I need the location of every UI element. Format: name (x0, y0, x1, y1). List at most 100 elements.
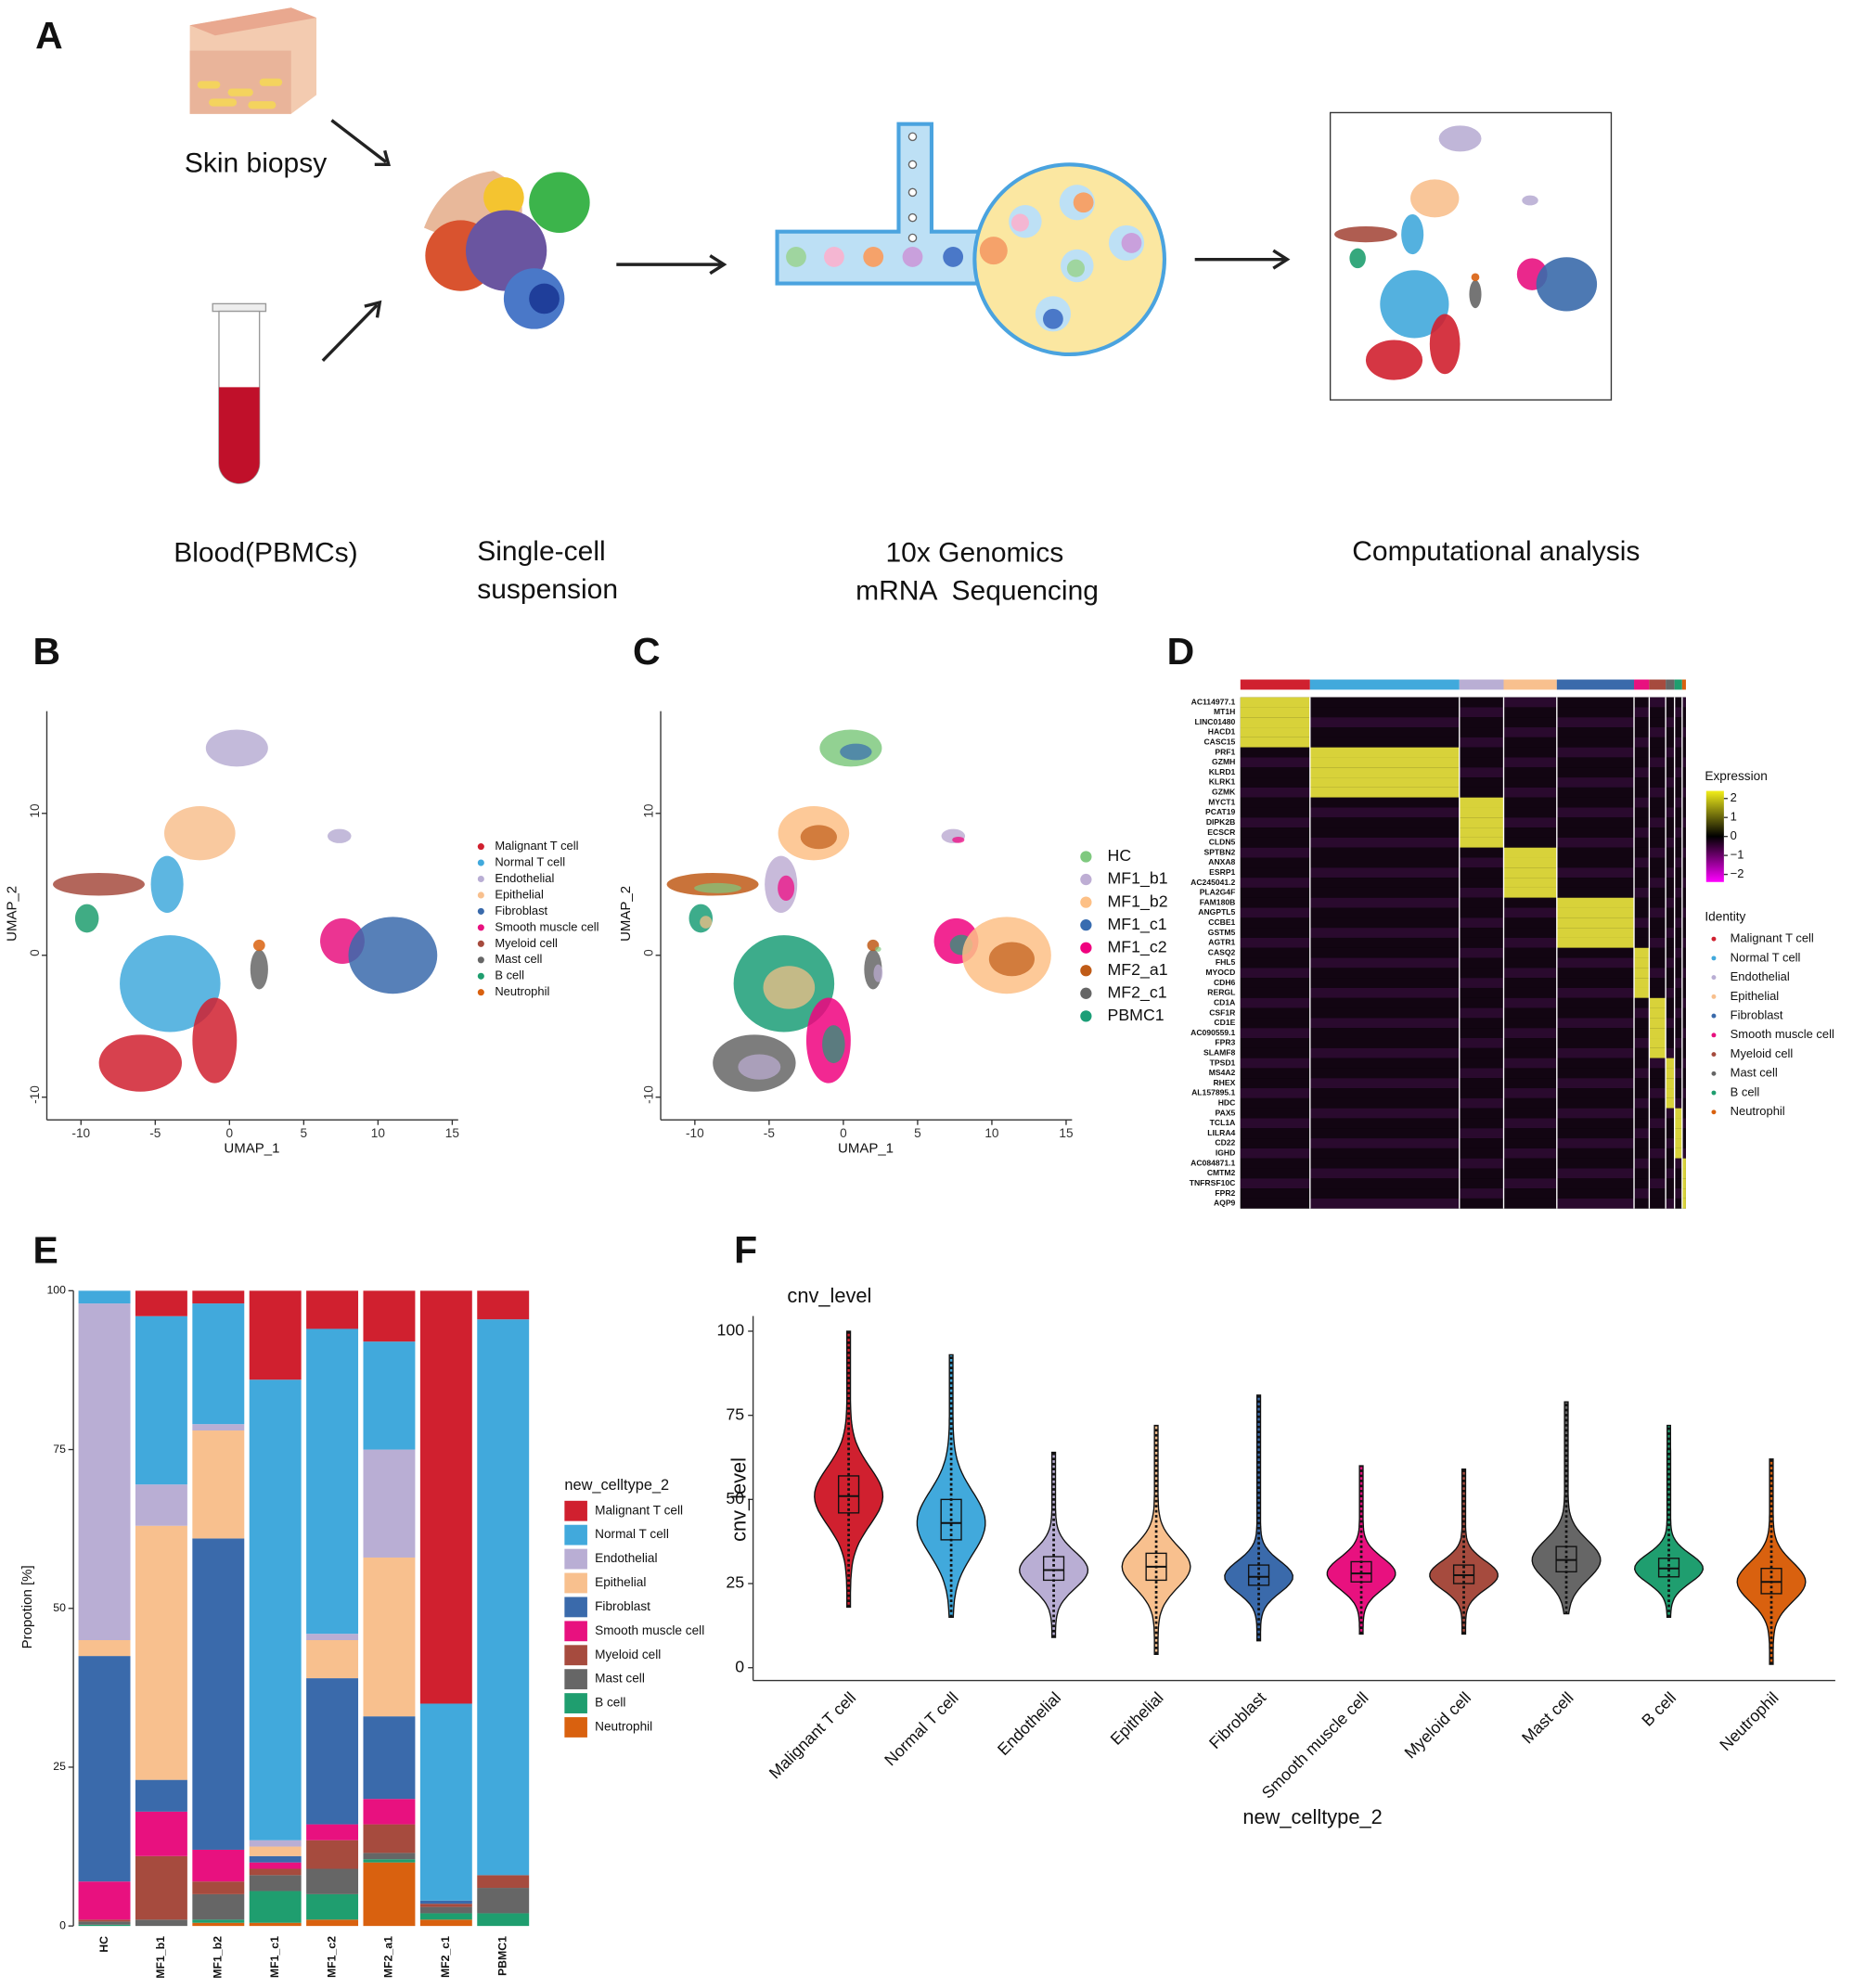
gene-label: IGHD (1216, 1148, 1235, 1158)
panel-label: C (633, 630, 661, 673)
y-tick-label: 50 (53, 1601, 66, 1614)
heatmap-cell (1649, 837, 1666, 848)
heatmap-cell (1459, 1168, 1504, 1179)
heatmap-cell (1649, 807, 1666, 818)
heatmap-cell (1459, 857, 1504, 868)
legend-label: Fibroblast (1731, 1008, 1783, 1022)
legend-marker (1711, 1109, 1717, 1115)
heatmap-cell (1649, 757, 1666, 768)
legend-label: Endothelial (1731, 969, 1790, 983)
gene-label: AC084871.1 (1190, 1158, 1235, 1167)
heatmap-cell (1649, 747, 1666, 758)
heatmap-cell (1634, 997, 1650, 1008)
bar-segment (363, 1799, 416, 1825)
heatmap-cell (1503, 957, 1557, 968)
heatmap-cell (1674, 907, 1682, 918)
heatmap-cell (1649, 707, 1666, 718)
legend-marker (1711, 994, 1717, 999)
heatmap-cell (1240, 1088, 1310, 1098)
cell-cluster (694, 882, 741, 893)
bar-segment (306, 1919, 359, 1927)
heatmap-cell (1459, 1148, 1504, 1159)
heatmap-cell (1674, 777, 1682, 788)
heatmap-cell (1503, 707, 1557, 718)
heatmap-cell (1309, 878, 1460, 888)
heatmap-cell (1556, 737, 1635, 748)
heatmap-cell (1556, 857, 1635, 868)
heatmap-cell (1459, 1018, 1504, 1029)
legend-label: PBMC1 (1108, 1006, 1165, 1024)
heatmap-cell (1674, 1168, 1682, 1179)
heatmap-cell (1503, 1038, 1557, 1048)
heatmap-cell (1503, 1088, 1557, 1098)
gene-label: SPTBN2 (1203, 847, 1235, 856)
bar-segment (78, 1290, 131, 1304)
heatmap-cell (1503, 997, 1557, 1008)
bar-segment (306, 1328, 359, 1635)
heatmap-cell (1459, 727, 1504, 737)
heatmap-cell (1666, 817, 1675, 828)
bar-segment (135, 1290, 187, 1316)
heatmap-cell (1634, 1007, 1650, 1019)
heatmap-cell (1240, 707, 1310, 718)
heatmap-cell (1309, 1178, 1460, 1189)
heatmap-cell (1556, 978, 1635, 988)
heatmap-cell (1240, 1018, 1310, 1029)
heatmap-cell (1681, 1038, 1686, 1048)
heatmap-cell (1634, 947, 1650, 958)
heatmap-cell (1649, 1058, 1666, 1069)
workflow-label: Blood(PBMCs) (174, 537, 357, 568)
heatmap-cell (1556, 697, 1635, 708)
legend-label: Myeloid cell (595, 1648, 661, 1661)
heatmap-cell (1556, 797, 1635, 808)
gene-label: CDH6 (1214, 978, 1236, 987)
heatmap-cell (1309, 797, 1460, 808)
legend-marker (477, 924, 484, 931)
heatmap-cell (1674, 737, 1682, 748)
heatmap-cell (1634, 1038, 1650, 1048)
heatmap-cell (1649, 1068, 1666, 1079)
bar-segment (78, 1303, 131, 1640)
cell-cluster (250, 949, 268, 990)
bar-segment (306, 1678, 359, 1825)
heatmap-cell (1634, 697, 1650, 708)
heatmap-cell (1503, 727, 1557, 737)
bar-segment (192, 1290, 245, 1304)
legend-label: B cell (595, 1696, 625, 1710)
heatmap-cell (1649, 987, 1666, 998)
colorbar (1705, 790, 1724, 882)
heatmap-cell (1459, 997, 1504, 1008)
chart-title: cnv_level (787, 1284, 871, 1307)
bar-segment (363, 1824, 416, 1853)
heatmap-cell (1240, 837, 1310, 848)
heatmap-cell (1503, 777, 1557, 788)
heatmap-cell (1556, 957, 1635, 968)
heatmap-cell (1556, 1128, 1635, 1139)
heatmap-cell (1459, 1068, 1504, 1079)
heatmap-cell (1240, 847, 1310, 858)
heatmap-cell (1503, 867, 1557, 879)
gene-label: PCAT19 (1205, 807, 1235, 816)
legend-marker (1711, 1052, 1717, 1058)
heatmap-cell (1240, 1128, 1310, 1139)
box (838, 1475, 860, 1514)
cell-cluster (738, 1054, 781, 1080)
heatmap-cell (1666, 1158, 1675, 1169)
heatmap-cell (1681, 717, 1686, 728)
heatmap-cell (1459, 837, 1504, 848)
y-tick-label: 25 (726, 1573, 744, 1592)
heatmap-cell (1556, 717, 1635, 728)
heatmap-cell (1666, 1198, 1675, 1209)
heatmap-cell (1649, 1198, 1666, 1209)
heatmap-cell (1240, 947, 1310, 958)
heatmap-cell (1503, 887, 1557, 898)
cell-cluster (98, 1034, 182, 1092)
heatmap-cell (1309, 947, 1460, 958)
heatmap-cell (1666, 1138, 1675, 1148)
heatmap-cell (1634, 737, 1650, 748)
gene-label: PLA2G4F (1200, 888, 1236, 897)
gene-label: FPR2 (1215, 1188, 1235, 1198)
heatmap-cell (1634, 987, 1650, 998)
heatmap-cell (1240, 697, 1310, 708)
bar-segment (363, 1862, 416, 1927)
